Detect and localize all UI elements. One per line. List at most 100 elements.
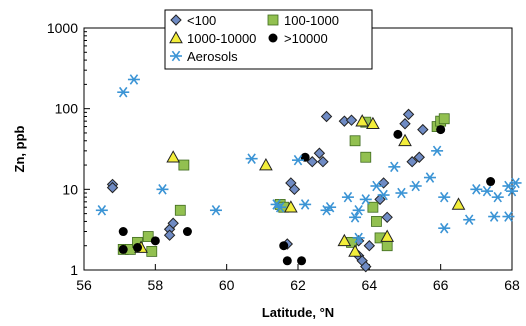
y-tick-label: 1000 [47,20,78,36]
x-tick-label: 60 [219,277,235,293]
square-point [174,204,186,216]
asterisk-point [409,180,422,192]
diamond-point [313,147,326,159]
legend-marker-diamond [170,14,182,26]
circle-point [486,177,496,187]
x-axis: 56 58 60 62 64 66 68 [76,264,520,293]
triangle-point [451,197,466,210]
circle-point [133,243,142,253]
circle-point [282,256,292,266]
triangle-point [284,200,298,213]
asterisk-point [395,187,408,199]
square-point [360,151,372,163]
diamond-point [413,151,425,163]
circle-point [393,129,403,139]
x-tick-label: 62 [290,277,306,293]
triangle-point [398,133,412,147]
square-point [367,201,379,213]
legend-marker-circle [268,33,278,43]
legend-label: >10000 [284,31,328,46]
y-tick-label: 100 [55,101,79,117]
y-tick-label: 10 [62,181,78,197]
asterisk-point [245,153,258,164]
circle-point [182,227,192,237]
triangle-point [166,150,181,163]
square-point [178,159,190,171]
legend-label: 100-1000 [284,13,339,28]
series-triangle [134,114,466,257]
diamond-point [406,156,418,168]
circle-point [297,256,307,266]
diamond-point [363,240,376,252]
asterisk-point [352,204,365,216]
diamond-point [306,156,318,168]
square-point [142,231,154,242]
asterisk-point [438,222,451,234]
asterisk-point [341,191,354,203]
square-point [146,246,158,257]
legend: <100 100-1000 1000-10000 >10000 Aerosols [164,9,373,70]
asterisk-point [488,211,501,222]
diamond-point [317,156,329,168]
y-tick-label: 1 [70,262,78,278]
diamond-point [399,118,411,130]
series-circle [118,125,496,266]
legend-marker-asterisk [170,50,182,62]
circle-point [279,241,289,251]
asterisk-point [292,154,304,166]
diamond-point [345,114,358,126]
asterisk-point [431,145,444,157]
asterisk-point [509,177,522,189]
triangle-point [259,158,273,171]
triangle-point [380,229,395,242]
legend-label: Aerosols [187,49,238,64]
asterisk-point [388,161,401,173]
asterisk-point [352,232,365,244]
legend-marker-square [267,14,279,26]
y-axis: 1 10 100 1000 [47,20,90,278]
y-axis-title: Zn, ppb [12,125,27,172]
diamond-point [417,123,429,136]
diamond-point [167,217,179,229]
series-asterisk [95,74,522,244]
asterisk-point [423,172,436,183]
triangle-point [337,233,352,247]
asterisk-point [463,214,476,226]
circle-point [150,236,160,246]
circle-point [118,227,128,237]
diamond-point [381,211,393,224]
asterisk-point [481,185,494,197]
asterisk-point [156,184,169,195]
diamond-point [288,183,301,196]
asterisk-point [117,86,130,98]
square-point [381,240,393,252]
triangle-point [355,114,370,127]
triangle-point [348,244,362,257]
asterisk-point [95,204,108,216]
asterisk-point [359,194,372,205]
x-tick-label: 58 [148,277,164,293]
x-tick-label: 64 [362,277,378,293]
asterisk-point [377,189,390,201]
asterisk-point [470,184,483,195]
circle-point [118,244,128,254]
asterisk-point [370,180,383,192]
square-point [349,135,361,147]
asterisk-point [506,185,518,197]
diamond-point [163,229,176,241]
x-tick-label: 68 [504,277,520,293]
asterisk-point [127,74,140,85]
circle-point [436,125,446,135]
x-axis-title: Latitude, °N [262,305,334,320]
triangle-point [366,116,380,130]
asterisk-point [274,201,287,213]
asterisk-point [209,204,222,216]
diamond-point [106,181,119,194]
square-point [371,216,382,227]
diamond-point [320,110,333,123]
asterisk-point [299,199,312,210]
diamond-point [360,260,372,273]
x-tick-label: 56 [76,277,92,293]
x-tick-label: 66 [433,277,449,293]
